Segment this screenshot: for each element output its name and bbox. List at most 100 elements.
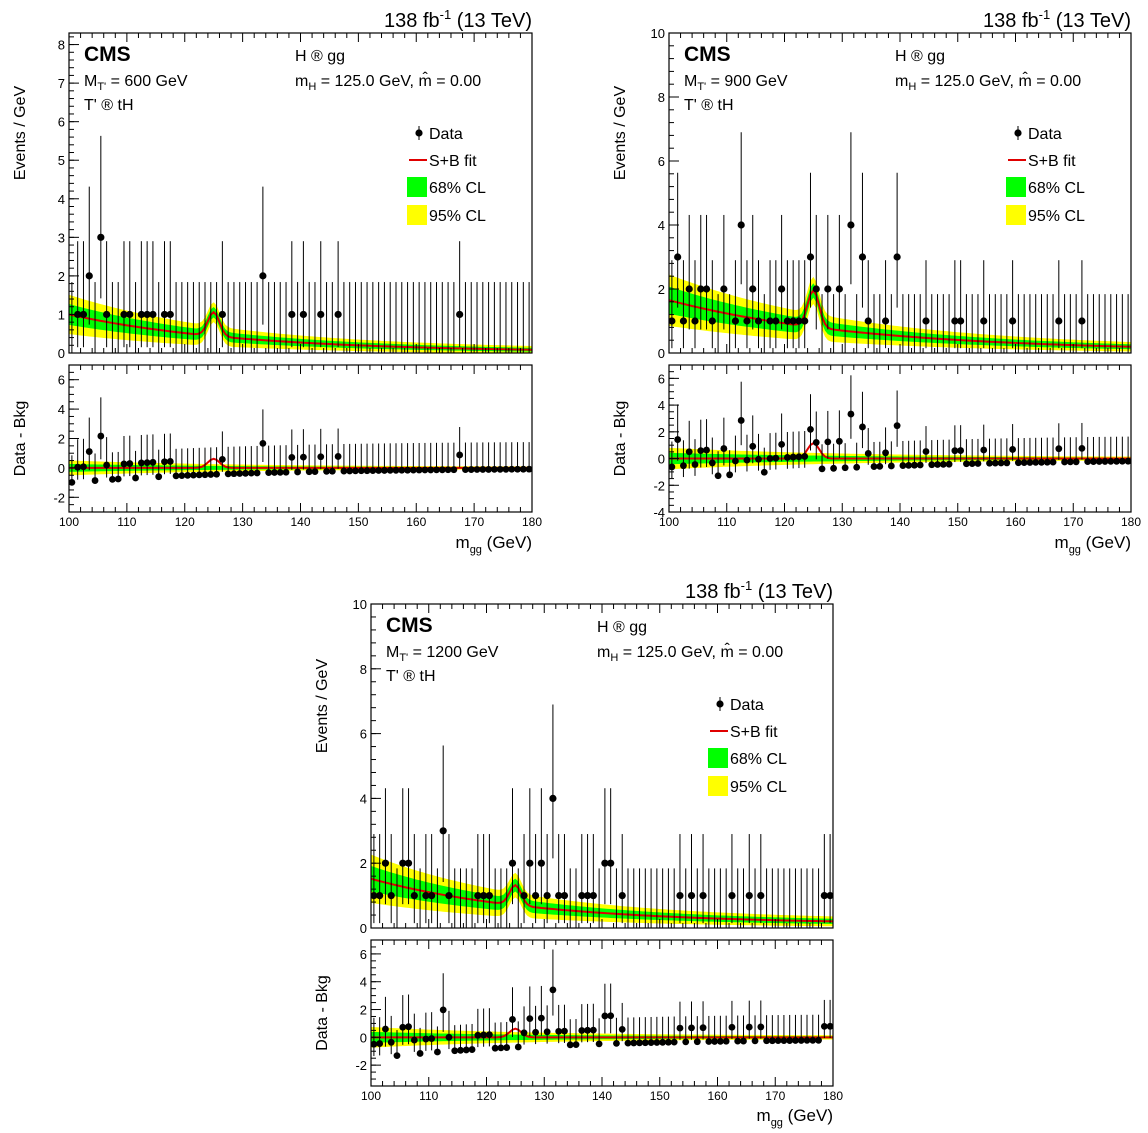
x-tick-label: 150 bbox=[348, 515, 368, 529]
residual-point bbox=[399, 1023, 407, 1031]
residual-point bbox=[357, 467, 365, 475]
y-tick-label-bottom: 4 bbox=[360, 975, 367, 990]
residual-point bbox=[85, 448, 93, 455]
residual-point bbox=[416, 1050, 424, 1057]
residual-point bbox=[835, 437, 843, 445]
data-point-8 bbox=[126, 310, 134, 319]
mh-label: mH = 125.0 GeV, m̂ = 0.00 bbox=[295, 70, 481, 93]
y-tick-label-bottom: -2 bbox=[653, 478, 665, 493]
data-point-15 bbox=[259, 272, 267, 280]
y-tick-label-top: 4 bbox=[360, 791, 367, 806]
decay-label: H ® gg bbox=[597, 619, 647, 636]
data-point-23 bbox=[560, 892, 569, 900]
residual-point bbox=[375, 467, 383, 474]
data-point-20 bbox=[456, 310, 464, 319]
data-point-12 bbox=[743, 317, 751, 325]
residual-point bbox=[693, 1038, 701, 1046]
residual-point bbox=[433, 466, 440, 474]
residual-point bbox=[376, 1040, 384, 1047]
data-point-27 bbox=[858, 253, 867, 261]
residual-point bbox=[722, 1037, 730, 1045]
y-tick-label-bottom: 6 bbox=[360, 947, 367, 962]
residual-point bbox=[172, 472, 180, 480]
residual-point bbox=[462, 466, 469, 473]
data-point-2 bbox=[674, 253, 682, 261]
data-point-15 bbox=[766, 317, 774, 325]
residual-point bbox=[143, 459, 151, 466]
x-tick-label: 100 bbox=[59, 515, 79, 529]
data-point-13 bbox=[480, 892, 488, 900]
residual-point bbox=[991, 459, 999, 467]
x-tick-label: 170 bbox=[1063, 515, 1083, 529]
top-plot-area bbox=[669, 132, 1131, 353]
residual-point bbox=[126, 460, 134, 467]
residual-point bbox=[584, 1026, 591, 1034]
legend-fit-label: S+B fit bbox=[1028, 153, 1076, 170]
residual-point bbox=[980, 446, 988, 454]
residual-point bbox=[572, 1041, 580, 1049]
x-tick-label: 130 bbox=[233, 515, 253, 529]
residual-point bbox=[726, 471, 734, 479]
residual-point bbox=[1090, 458, 1097, 465]
data-point-20 bbox=[543, 892, 551, 900]
mass-label: MT' = 600 GeV bbox=[84, 73, 188, 93]
residual-point bbox=[801, 453, 809, 460]
residual-point bbox=[641, 1039, 649, 1047]
data-point-10 bbox=[731, 317, 740, 325]
residual-point bbox=[595, 1040, 603, 1048]
x-tick-label: 150 bbox=[650, 1089, 670, 1103]
residual-point bbox=[607, 1012, 615, 1020]
x-tick-label: 140 bbox=[290, 515, 310, 529]
residual-point bbox=[543, 1028, 551, 1036]
data-point-14 bbox=[218, 310, 226, 319]
legend-95-label: 95% CL bbox=[1028, 208, 1085, 225]
residual-point bbox=[109, 475, 116, 483]
residual-point bbox=[766, 455, 774, 462]
data-point-4 bbox=[85, 272, 93, 280]
data-point-9 bbox=[720, 285, 728, 293]
residual-point bbox=[422, 1035, 430, 1043]
residual-point bbox=[968, 460, 976, 468]
residual-point bbox=[91, 477, 99, 484]
residual-point bbox=[815, 1036, 822, 1044]
y-tick-label-bottom: 4 bbox=[58, 402, 65, 417]
residual-point bbox=[728, 1023, 736, 1031]
y-tick-label-bottom: 6 bbox=[658, 371, 665, 386]
legend-data-marker-dot bbox=[1014, 129, 1022, 137]
lumi-label: 138 fb-1 (13 TeV) bbox=[384, 7, 532, 32]
residual-point bbox=[916, 461, 924, 469]
residual-point bbox=[120, 460, 128, 468]
data-point-21 bbox=[549, 794, 557, 803]
residual-point bbox=[870, 463, 878, 470]
x-tick-label: 100 bbox=[361, 1089, 381, 1103]
residual-point bbox=[311, 468, 319, 475]
data-point-1 bbox=[669, 317, 676, 325]
legend-fit-label: S+B fit bbox=[730, 724, 778, 741]
residual-point bbox=[434, 1048, 441, 1056]
y-tick-label-bottom: 2 bbox=[58, 432, 65, 447]
residual-point bbox=[699, 1024, 707, 1032]
residual-point bbox=[428, 1035, 436, 1042]
residual-point bbox=[485, 466, 492, 473]
fit-curve bbox=[69, 310, 532, 351]
residual-point bbox=[496, 465, 504, 473]
cms-label: CMS bbox=[386, 614, 433, 637]
residual-point bbox=[474, 1031, 482, 1039]
residual-point bbox=[184, 471, 192, 479]
residual-point bbox=[751, 1037, 759, 1045]
data-point-1 bbox=[371, 892, 378, 900]
legend-68-label: 68% CL bbox=[730, 751, 787, 768]
residual-point bbox=[555, 1027, 563, 1035]
residual-point bbox=[1055, 445, 1063, 453]
residual-point bbox=[899, 462, 907, 469]
residual-point bbox=[1043, 458, 1051, 466]
band-95-cl bbox=[669, 274, 1131, 352]
residual-point bbox=[305, 468, 313, 476]
residual-point bbox=[760, 468, 768, 476]
residual-point bbox=[697, 447, 705, 455]
data-point-22 bbox=[555, 892, 563, 900]
data-point-11 bbox=[737, 221, 745, 229]
data-point-22 bbox=[806, 253, 815, 261]
residual-point bbox=[755, 455, 762, 463]
data-point-6 bbox=[404, 859, 413, 867]
